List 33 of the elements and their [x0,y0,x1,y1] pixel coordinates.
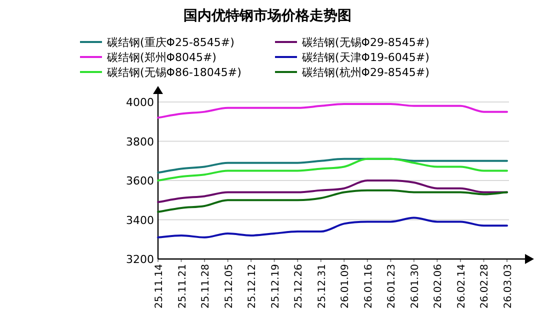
legend-label: 碳结钢(郑州Φ8045#) [106,51,216,64]
legend-label: 碳结钢(天津Φ19-6045#) [301,51,430,64]
x-tick-label: 26.02.28 [480,264,491,309]
x-tick-label: 26.02.14 [456,264,468,309]
legend-label: 碳结钢(杭州Φ29-8545#) [301,66,430,79]
legend-label: 碳结钢(无锡Φ86-18045#) [106,66,242,79]
x-tick-label: 26.01.09 [340,264,352,309]
x-tick-label: 25.12.05 [224,264,235,309]
legend-label: 碳结钢(重庆Φ25-8545#) [106,36,234,49]
x-tick-label: 26.03.03 [503,264,514,309]
x-tick-label: 25.11.14 [154,264,165,309]
x-tick-label: 26.02.06 [433,264,444,309]
legend-label: 碳结钢(无锡Φ29-8545#) [301,36,430,49]
y-tick-label: 4000 [126,96,154,109]
line-series [157,158,508,174]
x-tick-label: 25.12.31 [316,264,328,309]
x-tick-label: 26.01.16 [363,264,374,309]
line-series [157,216,508,238]
x-tick-label: 26.01.30 [410,264,421,309]
chart-title: 国内优特钢市场价格走势图 [184,7,352,24]
line-series [157,102,508,119]
line-series [157,158,508,182]
line-series [157,189,508,213]
x-tick-label: 25.12.26 [294,264,305,309]
x-tick-label: 25.12.12 [247,264,258,309]
y-tick-label: 3400 [126,214,154,227]
x-tick-label: 25.12.19 [270,264,282,309]
x-tick-label: 26.01.23 [386,264,398,309]
x-tick-label: 25.11.28 [200,264,212,309]
y-tick-label: 3800 [126,135,154,148]
x-tick-label: 25.11.21 [177,264,188,309]
y-tick-label: 3200 [126,253,154,266]
y-tick-label: 3600 [126,174,154,188]
